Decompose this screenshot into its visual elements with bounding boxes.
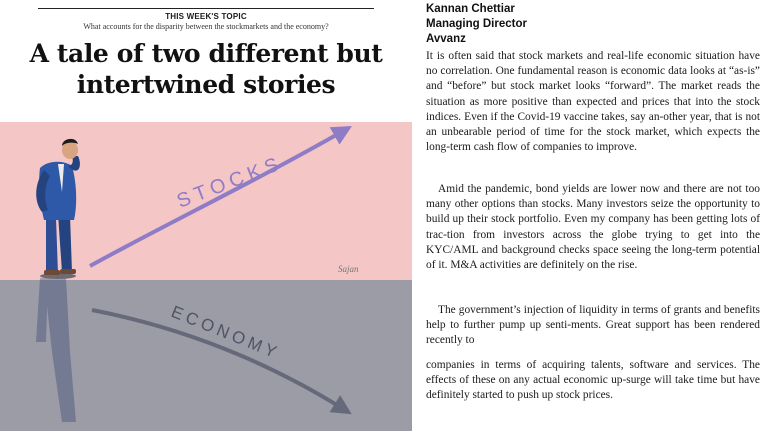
body-paragraph-3: The government’s injection of liquidity … <box>426 304 760 347</box>
article-body-column: Kannan Chettiar Managing Director Avvanz… <box>426 0 760 431</box>
article-header-column: THIS WEEK'S TOPIC What accounts for the … <box>0 8 412 431</box>
stocks-arrow <box>89 126 352 268</box>
topic-subkicker: What accounts for the disparity between … <box>83 22 329 31</box>
businessman-figure <box>36 138 80 279</box>
body-paragraph-1: It is often said that stock markets and … <box>426 50 760 154</box>
economy-arrow <box>91 308 352 415</box>
top-rule-divider <box>38 8 374 9</box>
headline-line-2: intertwined stories <box>76 70 336 99</box>
topic-kicker: THIS WEEK'S TOPIC <box>165 12 247 21</box>
author-title: Managing Director <box>426 18 527 30</box>
author-company: Avvanz <box>426 33 466 45</box>
headline-line-1: A tale of two different but <box>29 39 383 68</box>
man-reflection <box>36 278 76 422</box>
body-paragraph-2: Amid the pandemic, bond yields are lower… <box>426 183 760 272</box>
stocks-vs-economy-illustration: STOCKS ECONOMY Sajan <box>0 122 412 431</box>
author-name: Kannan Chettiar <box>426 3 515 15</box>
headline: A tale of two different but intertwined … <box>0 38 412 100</box>
artist-signature: Sajan <box>338 264 359 274</box>
body-paragraph-4: companies in terms of acquiring talents,… <box>426 359 760 402</box>
